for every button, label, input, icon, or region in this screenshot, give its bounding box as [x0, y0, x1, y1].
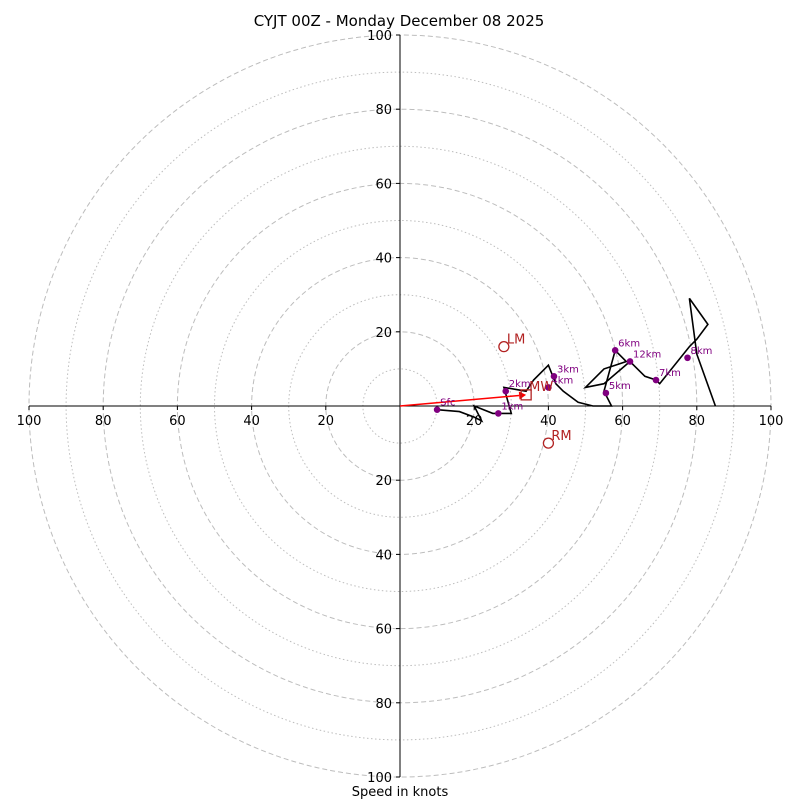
level-label-8km: 8km: [691, 346, 713, 357]
level-label-12km: 12km: [633, 349, 661, 360]
level-label-5km: 5km: [609, 381, 631, 392]
left-mover-marker: [498, 340, 510, 353]
hodograph-profile: [437, 297, 717, 423]
y-tick-label: 80: [375, 103, 392, 118]
x-tick-label: 80: [689, 414, 706, 429]
level-point-7km: [652, 376, 660, 384]
level-label-1km: 1km: [501, 401, 523, 412]
x-tick-label: 40: [243, 414, 260, 429]
level-label-4km: 4km: [551, 375, 573, 386]
y-tick-label: 100: [367, 29, 392, 44]
right-mover-marker: [542, 437, 555, 449]
x-tick-label: 20: [466, 414, 483, 429]
level-point-sfc: [433, 406, 441, 414]
y-tick-label: 60: [375, 177, 392, 192]
level-label-6km: 6km: [618, 338, 640, 349]
level-point-6km: [611, 347, 619, 354]
x-tick-label: 80: [95, 414, 112, 429]
x-tick-label: 60: [614, 414, 631, 429]
level-point-5km: [602, 389, 610, 397]
y-tick-label: 40: [375, 252, 392, 267]
left-mover-label: LM: [507, 333, 525, 348]
right-mover-label: RM: [551, 429, 571, 444]
x-tick-label: 60: [169, 414, 186, 429]
x-axis-label: Speed in knots: [352, 785, 449, 800]
level-point-3km: [550, 373, 558, 380]
y-tick-label: 60: [375, 623, 392, 638]
y-tick-labels: 100 80 60 40 20 20 40 60 80 100: [367, 29, 392, 786]
x-tick-label: 100: [759, 414, 784, 429]
tick-marks: [28, 34, 772, 778]
mean-wind-vector-line: [399, 394, 520, 407]
chart-title: CYJT 00Z - Monday December 08 2025: [254, 12, 545, 30]
y-tick-label: 20: [375, 474, 392, 489]
storm-motion-markers: MW LM RM: [498, 333, 572, 449]
level-label-2km: 2km: [509, 379, 531, 390]
level-label-3km: 3km: [557, 364, 579, 375]
level-point-12km: [626, 358, 634, 365]
mean-wind-label: MW: [529, 380, 553, 395]
y-tick-label: 40: [375, 548, 392, 563]
level-point-8km: [684, 354, 691, 362]
y-tick-label: 80: [375, 697, 392, 712]
level-label-7km: 7km: [659, 368, 681, 379]
x-tick-label: 100: [17, 414, 42, 429]
y-tick-label: 100: [367, 771, 392, 786]
x-tick-labels: 100 80 60 40 20 20 40 60 80 100: [17, 414, 784, 429]
level-label-sfc: Sfc: [440, 398, 455, 409]
level-point-2km: [502, 387, 510, 395]
mean-wind-marker: [520, 389, 532, 401]
level-point-1km: [495, 410, 502, 417]
mean-wind-arrowhead: [518, 391, 527, 400]
hodograph-line: [437, 297, 717, 423]
y-tick-label: 20: [375, 326, 392, 341]
x-tick-label: 40: [540, 414, 557, 429]
x-tick-label: 20: [318, 414, 335, 429]
level-point-4km: [545, 384, 552, 391]
